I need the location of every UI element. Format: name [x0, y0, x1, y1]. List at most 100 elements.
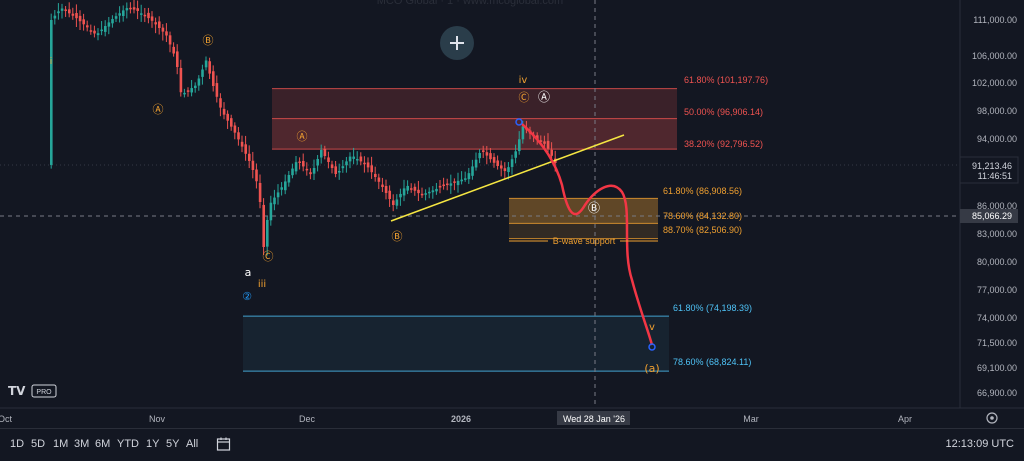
candle-body: [215, 83, 219, 97]
timeframe-5y-button[interactable]: 5Y: [166, 438, 180, 450]
timeframe-1m-button[interactable]: 1M: [53, 438, 69, 450]
candle-body: [420, 193, 424, 196]
wave-label: Ⓑ: [203, 34, 214, 47]
candle-body: [258, 182, 262, 202]
timeframe-1d-button[interactable]: 1D: [10, 438, 25, 450]
candle-body: [132, 7, 136, 10]
candle-body: [104, 26, 107, 32]
candle-body: [129, 7, 132, 10]
candle-body: [413, 186, 417, 191]
add-alert-button[interactable]: [440, 26, 474, 60]
candle-body: [460, 179, 463, 182]
timeframe-5d-button[interactable]: 5D: [31, 438, 46, 450]
candle-body: [320, 150, 323, 158]
candle-body: [503, 168, 507, 172]
candle-body: [226, 113, 229, 121]
candle-body: [284, 181, 287, 191]
candle-body: [370, 165, 373, 173]
wave-label: Ⓑ: [588, 201, 600, 215]
candle-body: [327, 157, 330, 162]
wave-label: Ⓐ: [538, 90, 550, 104]
gear-ring: [986, 412, 998, 424]
wave-label: iii: [258, 279, 266, 290]
candle-body: [183, 92, 186, 95]
tradingview-logo: TV PRO: [8, 384, 57, 398]
candle-body: [158, 21, 161, 28]
settings-gear-icon[interactable]: [986, 412, 998, 424]
candle-body: [446, 183, 449, 186]
b-wave-support-label: B-wave support: [553, 236, 616, 246]
candle-body: [251, 160, 255, 170]
projection-target-marker: [648, 343, 656, 351]
timeframe-1y-button[interactable]: 1Y: [146, 438, 160, 450]
candle-body: [280, 187, 283, 190]
timeframe-3m-button[interactable]: 3M: [74, 438, 90, 450]
candle-body: [485, 152, 489, 156]
candle-body: [316, 159, 319, 166]
candle-body: [266, 220, 269, 247]
candle-body: [53, 15, 57, 19]
candle-body: [107, 22, 111, 27]
last-price-tag: 91,213.46: [972, 161, 1012, 171]
candle-body: [89, 30, 93, 32]
candle-body: [165, 31, 168, 36]
date-range-icon[interactable]: [216, 436, 232, 452]
candle-body: [298, 161, 301, 163]
time-axis-tick: Oct: [0, 414, 12, 424]
time-axis-background: [0, 408, 1024, 428]
candle-body: [536, 135, 539, 139]
timeframe-all-button[interactable]: All: [186, 438, 199, 450]
wave-label: Ⓒ: [263, 250, 274, 263]
candle-body: [179, 67, 183, 93]
candle-body: [424, 193, 427, 195]
timeframe-ytd-button[interactable]: YTD: [117, 438, 139, 450]
wave-label: ②: [242, 290, 252, 303]
crosshair-price-tag: 85,066.29: [972, 211, 1012, 221]
wave-projection-path: [521, 123, 654, 346]
price-axis-tick: 71,500.00: [977, 338, 1017, 348]
time-axis-tick: Nov: [149, 414, 166, 424]
bar-countdown: 11:46:51: [978, 171, 1012, 181]
candle-body: [305, 168, 309, 171]
wave-label: Ⓐ: [153, 103, 164, 116]
utc-clock[interactable]: 12:13:09 UTC: [945, 438, 1014, 450]
price-axis-tick: 69,100.00: [977, 363, 1017, 373]
candle-body: [197, 78, 201, 86]
candle-body: [248, 153, 251, 161]
candle-body: [294, 162, 298, 172]
wave-label: Ⓐ: [297, 130, 308, 143]
time-axis-tick: Apr: [898, 414, 912, 424]
candle-body: [496, 160, 499, 166]
price-axis-background: [960, 0, 1024, 408]
candle-body: [78, 15, 82, 22]
symbol-watermark: MCO Global · 1 · www.mcoglobal.com: [377, 0, 563, 7]
candle-body: [96, 33, 100, 36]
candle-body: [309, 172, 312, 175]
candle-body: [276, 192, 280, 198]
candle-body: [381, 184, 384, 187]
candle-body: [388, 190, 391, 199]
price-axis-tick: 106,000.00: [972, 51, 1017, 61]
candle-body: [330, 164, 334, 168]
candle-body: [86, 25, 89, 28]
candle-body: [471, 166, 474, 176]
crosshair-price-tag-background: [960, 209, 1018, 223]
candle-body: [262, 204, 265, 247]
time-axis-tick: 2026: [451, 414, 471, 424]
fib-level-label: 78.60% (68,824.11): [673, 357, 751, 367]
candle-body: [410, 188, 413, 190]
wave-label: Ⓒ: [519, 91, 530, 104]
candle-body: [93, 30, 96, 34]
fib-level-label: 38.20% (92,796.52): [684, 139, 763, 149]
candle-body: [125, 8, 129, 11]
candle-body: [186, 90, 190, 92]
timeframe-6m-button[interactable]: 6M: [95, 438, 111, 450]
wave-label: a: [245, 266, 252, 279]
candle-body: [500, 165, 503, 169]
candle-body: [489, 153, 492, 160]
fib-level-label: 61.80% (74,198.39): [673, 303, 752, 313]
target-zone: [243, 316, 669, 372]
candle-body: [190, 88, 193, 93]
support-trendline: [390, 134, 625, 222]
